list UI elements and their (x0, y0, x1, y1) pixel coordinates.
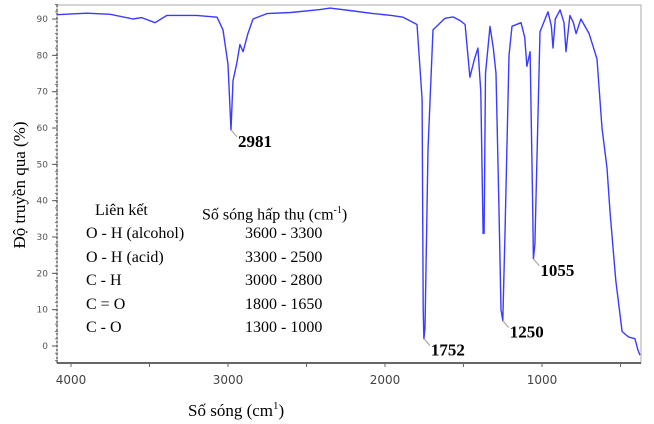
bond-name: C - O (86, 319, 122, 336)
annotation-leader (230, 129, 238, 138)
annotation-leader (423, 338, 431, 347)
y-tick-label: 50 (37, 160, 49, 170)
header-sup: -1 (333, 205, 342, 216)
y-tick-label: 60 (37, 124, 49, 134)
peak-label: 1055 (540, 261, 574, 280)
header-wavenumber: Số sóng hấp thụ (cm-1) (202, 200, 347, 227)
y-tick-label: 70 (37, 88, 49, 98)
bond-range: 3000 - 2800 (245, 272, 323, 289)
bond-name: O - H (alcohol) (86, 225, 185, 242)
y-tick-label: 30 (37, 233, 49, 243)
peak-label: 1250 (510, 323, 544, 342)
y-tick-label: 80 (37, 51, 49, 61)
annotation-leader (532, 258, 540, 267)
y-tick-label: 10 (37, 306, 49, 316)
bond-range: 3600 - 3300 (245, 225, 323, 242)
header-bond: Liên kết (95, 202, 148, 219)
x-tick-label: 1000 (527, 373, 558, 387)
header-close: ) (341, 206, 348, 224)
x-tick-label: 2000 (370, 373, 401, 387)
y-axis: 0 10 20 30 40 50 60 70 80 90 (37, 3, 58, 363)
peak-annotations: 2981 1752 1250 1055 (230, 129, 574, 360)
bond-name: O - H (acid) (86, 248, 164, 266)
x-axis-title-main: Số sóng (cm (188, 401, 273, 420)
x-axis-title-close: ) (279, 401, 285, 420)
peak-label: 2981 (238, 132, 272, 151)
x-axis-title-sup: 1 (273, 400, 279, 412)
x-tick-label: 4000 (56, 373, 87, 387)
peak-label: 1752 (431, 341, 465, 360)
x-tick-label: 3000 (213, 373, 244, 387)
annotation-leader (502, 320, 510, 328)
y-axis-title: Độ truyền qua (%) (10, 122, 29, 249)
y-tick-label: 90 (37, 15, 49, 25)
plot-frame (56, 4, 642, 364)
y-tick-label: 0 (42, 342, 48, 352)
y-tick-label: 40 (37, 197, 49, 207)
bond-range: 1300 - 1000 (245, 319, 323, 336)
bond-range: 3300 - 2500 (245, 248, 323, 266)
spectrum-line (56, 7, 641, 356)
y-tick-label: 20 (37, 269, 49, 279)
header-wavenumber-text: Số sóng hấp thụ (cm (202, 206, 334, 224)
x-axis: 4000 3000 2000 1000 (56, 362, 641, 387)
bond-range: 1800 - 1650 (245, 295, 323, 313)
bond-name: C = O (86, 295, 126, 313)
x-axis-title: Số sóng (cm1) (188, 400, 284, 420)
bond-name: C - H (86, 272, 122, 289)
